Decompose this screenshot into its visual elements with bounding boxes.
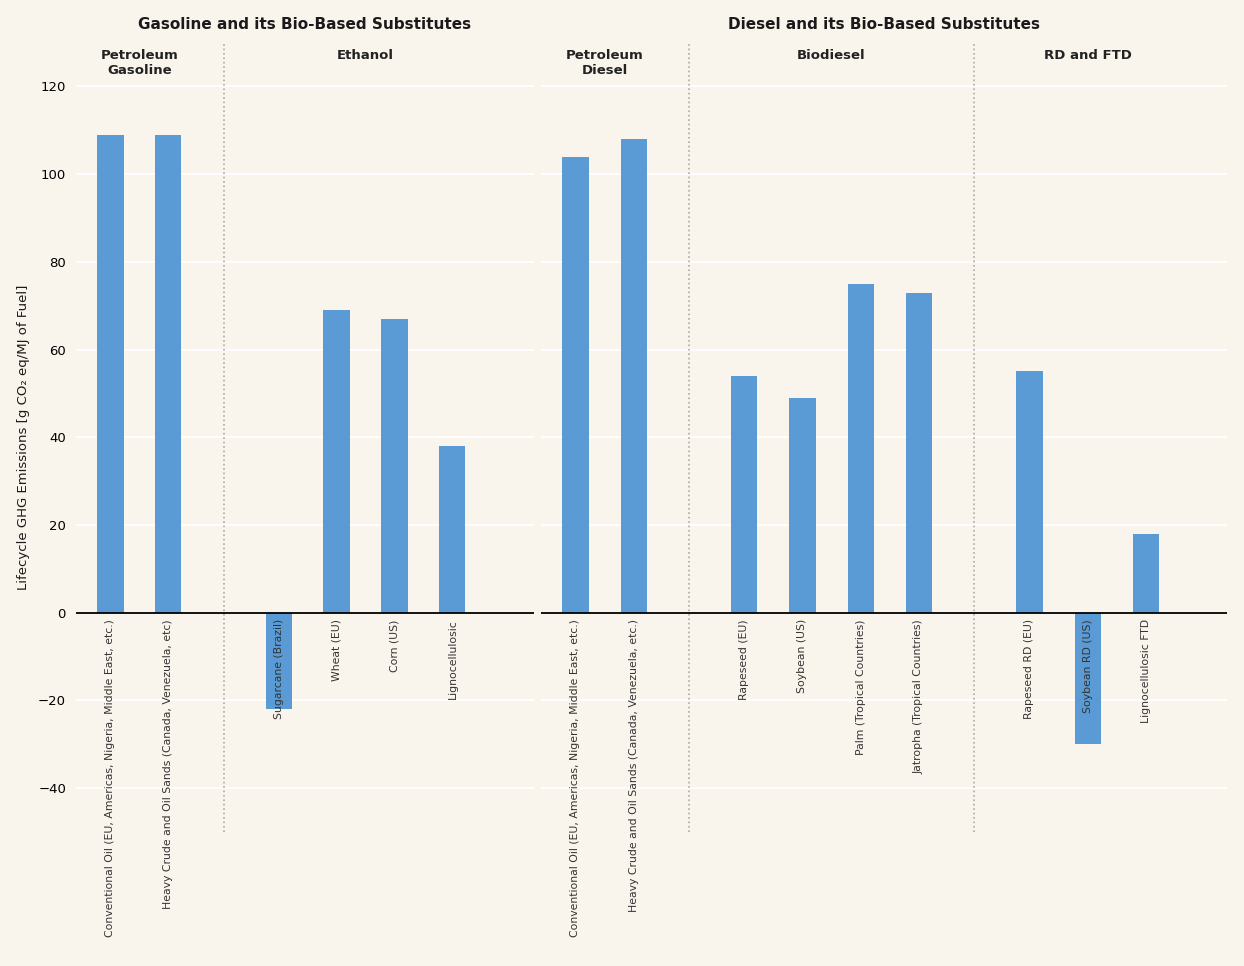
Bar bbox=[906, 293, 932, 612]
Text: Biodiesel: Biodiesel bbox=[797, 49, 866, 62]
Text: Lignocellulosic: Lignocellulosic bbox=[448, 619, 458, 699]
Bar bbox=[265, 612, 291, 709]
Text: Lignocellulosic FTD: Lignocellulosic FTD bbox=[1141, 619, 1151, 724]
Bar bbox=[156, 134, 182, 612]
Bar bbox=[439, 446, 465, 612]
Bar bbox=[382, 319, 408, 612]
Bar bbox=[731, 376, 758, 612]
Bar bbox=[562, 156, 588, 612]
Text: Corn (US): Corn (US) bbox=[389, 619, 399, 671]
Text: Rapeseed RD (EU): Rapeseed RD (EU) bbox=[1025, 619, 1035, 720]
Text: Heavy Crude and Oil Sands (Canada, Venezuela, etc.): Heavy Crude and Oil Sands (Canada, Venez… bbox=[628, 619, 638, 912]
Text: Sugarcane (Brazil): Sugarcane (Brazil) bbox=[274, 619, 284, 720]
Text: Jatropha (Tropical Countries): Jatropha (Tropical Countries) bbox=[914, 619, 924, 774]
Bar bbox=[1133, 533, 1159, 612]
Text: Palm (Tropical Countries): Palm (Tropical Countries) bbox=[856, 619, 866, 754]
Text: Ethanol: Ethanol bbox=[337, 49, 394, 62]
Bar bbox=[621, 139, 647, 612]
Text: Rapeseed (EU): Rapeseed (EU) bbox=[739, 619, 749, 699]
Text: RD and FTD: RD and FTD bbox=[1044, 49, 1132, 62]
Bar bbox=[323, 310, 350, 612]
Text: Soybean (US): Soybean (US) bbox=[797, 619, 807, 694]
Title: Gasoline and its Bio-Based Substitutes: Gasoline and its Bio-Based Substitutes bbox=[138, 16, 471, 32]
Text: Conventional Oil (EU, Americas, Nigeria, Middle East, etc.): Conventional Oil (EU, Americas, Nigeria,… bbox=[106, 619, 116, 937]
Text: Conventional Oil (EU, Americas, Nigeria, Middle East, etc.): Conventional Oil (EU, Americas, Nigeria,… bbox=[571, 619, 581, 937]
Bar bbox=[847, 284, 873, 612]
Bar bbox=[1016, 372, 1042, 612]
Text: Petroleum
Diesel: Petroleum Diesel bbox=[566, 49, 643, 77]
Text: Wheat (EU): Wheat (EU) bbox=[332, 619, 342, 681]
Bar bbox=[97, 134, 123, 612]
Text: Heavy Crude and Oil Sands (Canada, Venezuela, etc): Heavy Crude and Oil Sands (Canada, Venez… bbox=[163, 619, 173, 909]
Title: Diesel and its Bio-Based Substitutes: Diesel and its Bio-Based Substitutes bbox=[728, 16, 1040, 32]
Bar bbox=[1075, 612, 1101, 744]
Bar bbox=[790, 398, 816, 612]
Text: Petroleum
Gasoline: Petroleum Gasoline bbox=[101, 49, 178, 77]
Y-axis label: Lifecycle GHG Emissions [g CO₂ eq/MJ of Fuel]: Lifecycle GHG Emissions [g CO₂ eq/MJ of … bbox=[16, 285, 30, 590]
Text: Soybean RD (US): Soybean RD (US) bbox=[1082, 619, 1092, 713]
